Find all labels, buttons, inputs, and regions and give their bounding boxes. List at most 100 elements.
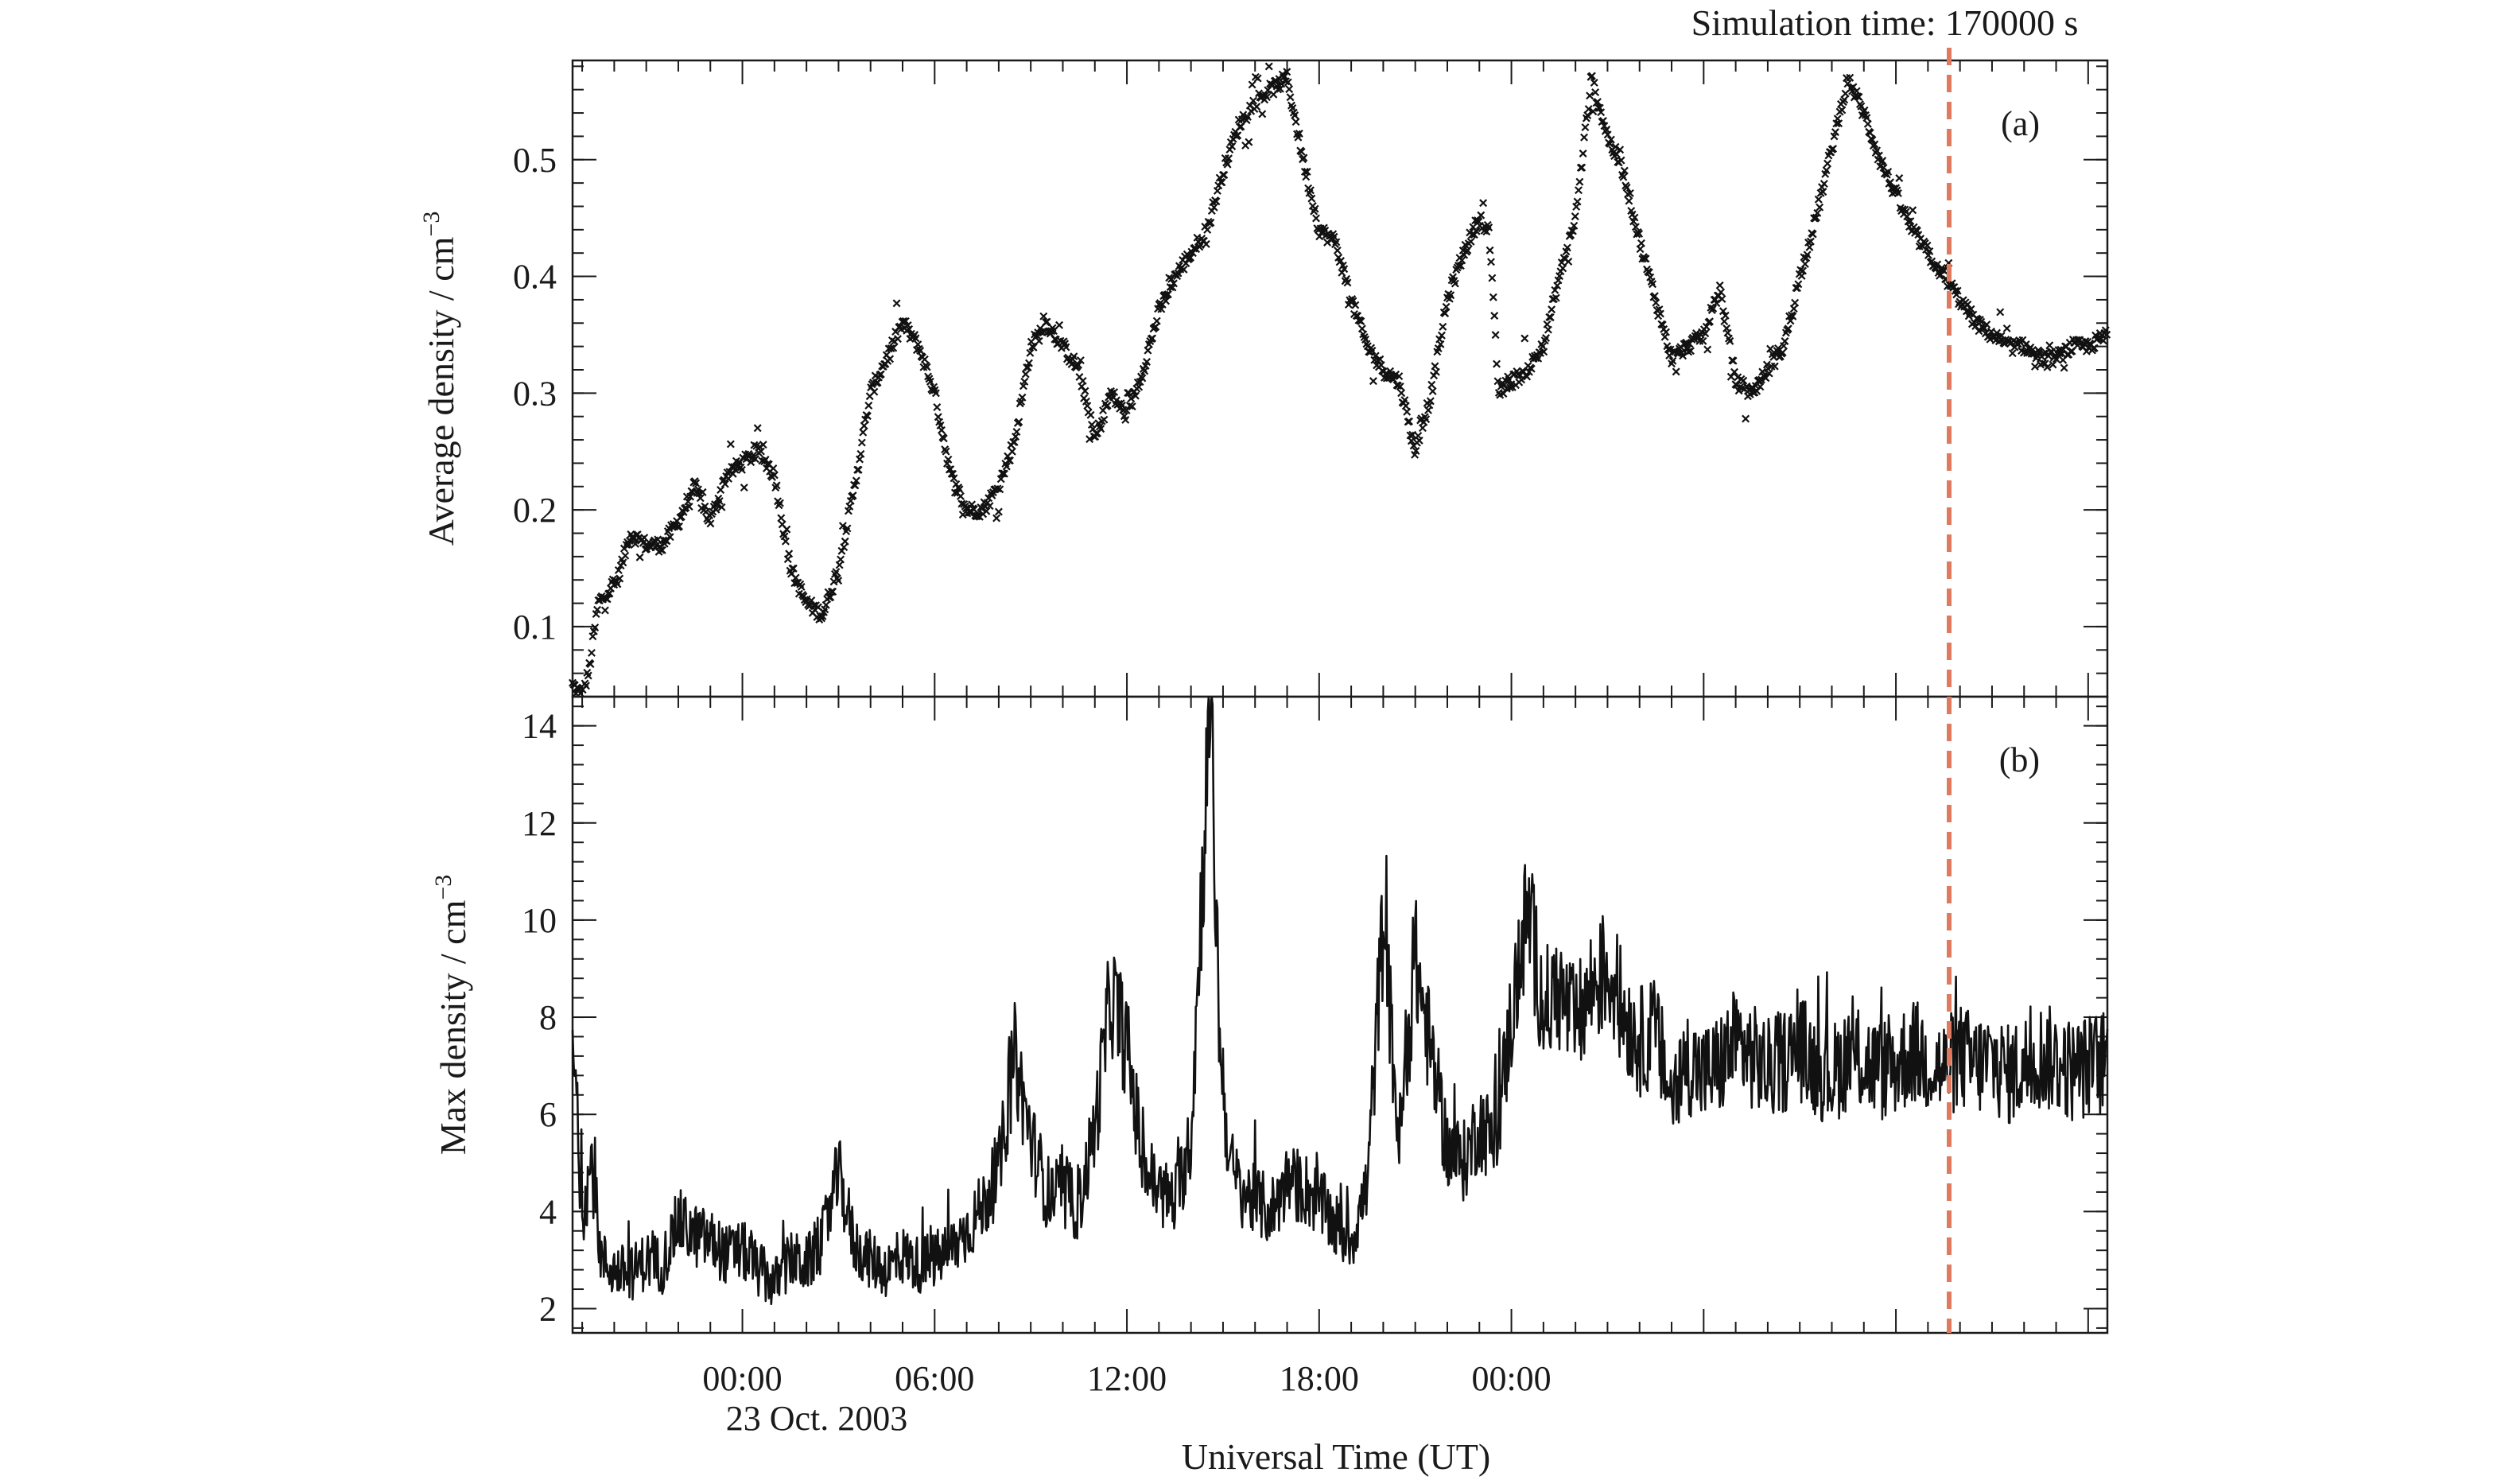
- data-marker: [922, 363, 931, 371]
- data-marker: [616, 574, 624, 583]
- data-marker: [1996, 308, 2005, 317]
- data-marker: [1650, 292, 1659, 301]
- date-label: 23 Oct. 2003: [726, 1399, 908, 1438]
- data-marker: [1110, 388, 1119, 397]
- data-marker: [849, 491, 857, 500]
- data-marker: [1437, 331, 1446, 340]
- data-marker: [772, 481, 781, 490]
- data-marker: [1351, 301, 1360, 309]
- data-marker: [1252, 103, 1261, 111]
- data-marker: [1369, 377, 1377, 386]
- data-marker: [1829, 145, 1838, 153]
- data-marker: [1578, 163, 1586, 172]
- data-marker: [1463, 246, 1472, 254]
- data-marker: [587, 648, 596, 657]
- data-marker: [1376, 355, 1385, 363]
- data-marker: [1233, 131, 1242, 140]
- data-marker: [1971, 322, 1980, 331]
- data-marker: [950, 474, 958, 483]
- data-marker: [1806, 237, 1815, 246]
- data-marker: [666, 533, 674, 542]
- panel-b-ylabel: Max density / cm−3: [430, 875, 473, 1156]
- data-marker: [1283, 68, 1291, 76]
- data-marker: [1820, 180, 1828, 188]
- data-marker: [1491, 331, 1500, 340]
- data-marker: [1312, 214, 1320, 223]
- data-marker: [1580, 133, 1589, 142]
- data-marker: [992, 514, 1001, 523]
- data-marker: [1152, 317, 1161, 325]
- data-marker: [1412, 446, 1420, 455]
- data-marker: [1884, 167, 1893, 176]
- x-tick-label: 12:00: [1087, 1359, 1167, 1398]
- data-marker: [1589, 107, 1598, 116]
- data-marker: [1559, 264, 1567, 273]
- data-marker: [1311, 204, 1319, 213]
- x-axis-title: Universal Time (UT): [1182, 1436, 1490, 1477]
- data-marker: [1297, 147, 1306, 156]
- data-marker: [749, 451, 758, 460]
- y-tick-label: 0.5: [513, 141, 557, 180]
- data-marker: [2052, 355, 2060, 363]
- data-marker: [852, 476, 860, 485]
- data-marker: [1286, 93, 1295, 102]
- data-marker: [1447, 291, 1455, 300]
- y-tick-label: 0.1: [513, 608, 557, 647]
- data-marker: [859, 428, 868, 437]
- data-marker: [1439, 322, 1447, 331]
- data-marker: [1630, 213, 1639, 222]
- data-marker: [955, 485, 964, 494]
- data-marker: [1418, 424, 1427, 433]
- y-tick-label: 10: [522, 901, 557, 940]
- data-marker: [1805, 243, 1814, 251]
- panel-b-tag: (b): [1999, 740, 2040, 779]
- data-marker: [674, 522, 683, 530]
- data-marker: [931, 389, 940, 398]
- data-marker: [1583, 111, 1592, 119]
- data-marker: [1963, 300, 1972, 309]
- data-marker: [2008, 349, 2017, 358]
- data-marker: [584, 671, 592, 680]
- data-marker: [1726, 336, 1734, 345]
- data-marker: [1742, 414, 1750, 423]
- data-marker: [581, 682, 590, 690]
- data-marker: [1791, 298, 1800, 307]
- data-marker: [1253, 74, 1262, 83]
- data-marker: [944, 455, 953, 464]
- data-marker: [1765, 369, 1773, 378]
- data-marker: [905, 324, 914, 333]
- data-marker: [1125, 402, 1134, 410]
- data-marker: [1152, 322, 1160, 331]
- data-marker: [1819, 188, 1827, 196]
- data-marker: [1138, 374, 1147, 383]
- data-marker: [1186, 253, 1195, 262]
- y-tick-label: 0.4: [513, 258, 557, 297]
- data-marker: [715, 497, 724, 506]
- data-marker: [1442, 302, 1451, 311]
- data-marker: [621, 551, 630, 560]
- data-marker: [1523, 372, 1532, 381]
- data-marker: [1479, 199, 1488, 208]
- data-marker: [1823, 159, 1832, 168]
- data-marker: [829, 587, 837, 596]
- data-marker: [1436, 340, 1445, 348]
- data-marker: [1002, 462, 1011, 471]
- data-marker: [958, 511, 967, 519]
- data-marker: [1540, 348, 1548, 356]
- data-marker: [840, 543, 849, 552]
- data-marker: [1705, 317, 1714, 326]
- data-marker: [1006, 456, 1014, 465]
- data-marker: [761, 456, 770, 464]
- data-marker: [1062, 343, 1070, 352]
- data-marker: [982, 507, 991, 515]
- data-marker: [686, 492, 695, 501]
- data-marker: [1739, 376, 1748, 385]
- data-marker: [591, 624, 600, 632]
- data-marker: [1237, 122, 1245, 131]
- data-marker: [1333, 246, 1342, 254]
- data-marker: [781, 537, 790, 546]
- data-marker: [969, 505, 978, 514]
- data-marker: [1349, 297, 1357, 305]
- data-marker: [1967, 305, 1975, 313]
- data-marker: [1458, 256, 1466, 265]
